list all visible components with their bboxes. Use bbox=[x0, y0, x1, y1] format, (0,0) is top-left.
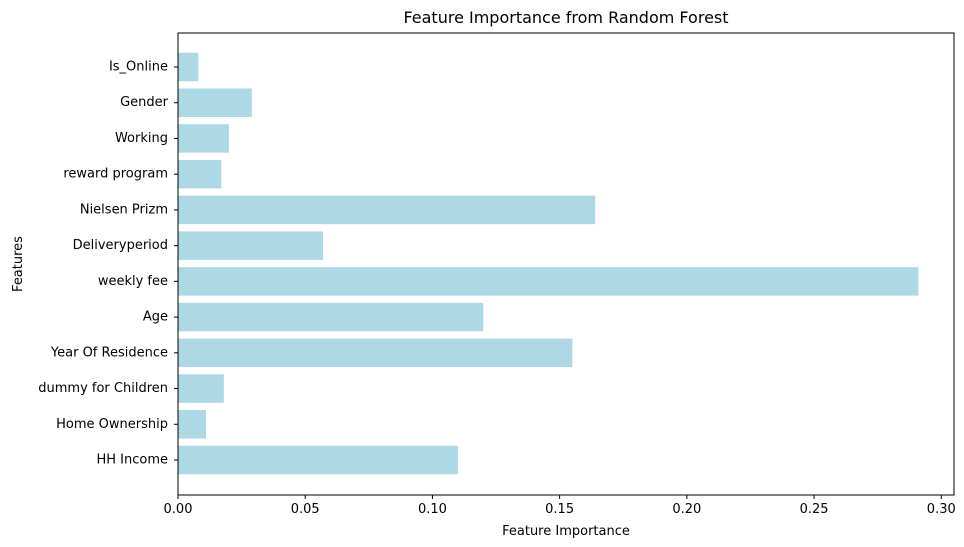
y-tick-label: Age bbox=[143, 310, 168, 325]
bar-weekly-fee bbox=[178, 267, 919, 296]
x-tick-label: 0.15 bbox=[545, 502, 574, 517]
y-tick-label: Nielsen Prizm bbox=[80, 202, 168, 217]
x-axis-label: Feature Importance bbox=[502, 524, 630, 539]
x-tick-label: 0.10 bbox=[418, 502, 447, 517]
y-tick-label: Gender bbox=[120, 95, 169, 110]
bar-year-of-residence bbox=[178, 338, 573, 368]
x-tick-label: 0.25 bbox=[800, 502, 829, 517]
x-tick-label: 0.05 bbox=[291, 502, 320, 517]
bar-working bbox=[178, 124, 229, 153]
bar-gender bbox=[178, 88, 252, 117]
bars-group bbox=[178, 52, 919, 475]
bar-age bbox=[178, 302, 484, 332]
y-tick-label: weekly fee bbox=[98, 274, 168, 289]
bar-reward-program bbox=[178, 159, 222, 189]
bar-is-online bbox=[178, 52, 199, 82]
y-ticks-group: HH Income Home Ownership dummy for Childre… bbox=[38, 60, 178, 468]
y-tick-label: Year Of Residence bbox=[50, 345, 168, 360]
y-tick-label: dummy for Children bbox=[38, 381, 168, 396]
bar-home-ownership bbox=[178, 410, 206, 439]
y-tick-label: Working bbox=[115, 131, 168, 146]
y-tick-label: Is_Online bbox=[109, 60, 168, 75]
y-tick-label: reward program bbox=[63, 167, 168, 182]
bar-hh-income bbox=[178, 445, 458, 475]
y-tick-label: Deliveryperiod bbox=[73, 238, 168, 253]
x-tick-label: 0.20 bbox=[672, 502, 701, 517]
chart-title: Feature Importance from Random Forest bbox=[403, 8, 728, 27]
bar-deliveryperiod bbox=[178, 231, 324, 260]
x-ticks-group: 0.00 0.05 0.10 0.15 0.20 0.25 0.30 bbox=[164, 495, 956, 517]
x-tick-label: 0.00 bbox=[164, 502, 193, 517]
bar-dummy-for-children bbox=[178, 374, 224, 403]
y-axis-label: Features bbox=[11, 236, 26, 292]
x-tick-label: 0.30 bbox=[927, 502, 956, 517]
bar-nielsen-prizm bbox=[178, 195, 596, 225]
y-tick-label: HH Income bbox=[96, 453, 168, 468]
plot-frame bbox=[177, 32, 955, 496]
y-tick-label: Home Ownership bbox=[56, 417, 168, 432]
